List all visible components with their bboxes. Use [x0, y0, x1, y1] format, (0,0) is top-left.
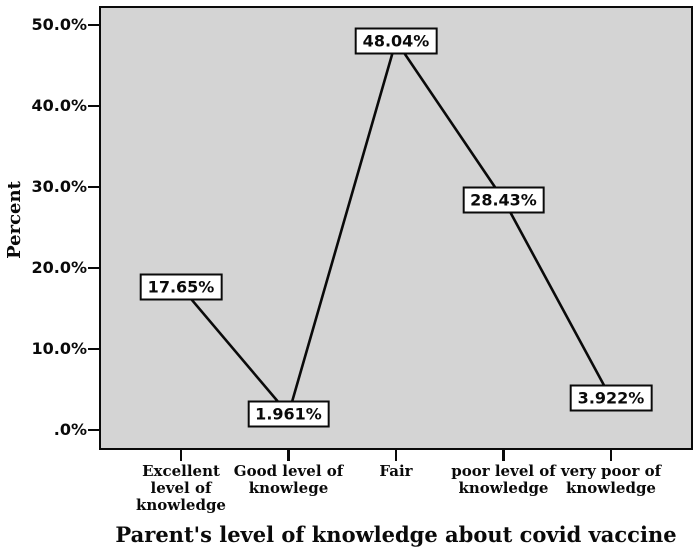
x-category-label: Excellent level of knowledge — [136, 462, 226, 514]
data-point-label: 48.04% — [354, 27, 438, 55]
y-tick-label: 20.0% — [31, 258, 87, 277]
y-tick-label: .0% — [53, 420, 87, 439]
x-axis-title: Parent's level of knowledge about covid … — [115, 522, 677, 547]
y-tick-mark — [88, 23, 100, 27]
plot-area — [99, 6, 693, 450]
x-tick-mark — [394, 450, 398, 461]
data-point-label: 1.961% — [247, 400, 330, 428]
y-tick-label: 40.0% — [31, 96, 87, 115]
x-tick-mark — [179, 450, 183, 461]
y-tick-label: 50.0% — [31, 15, 87, 34]
x-category-label: poor level of knowledge — [451, 462, 556, 497]
x-tick-mark — [502, 450, 505, 461]
data-point-label: 28.43% — [462, 186, 545, 214]
y-tick-mark — [88, 428, 100, 432]
y-tick-mark — [88, 104, 100, 108]
y-tick-mark — [88, 347, 100, 351]
y-tick-mark — [88, 185, 100, 189]
y-tick-mark — [88, 266, 100, 270]
x-category-label: Good level of knowlege — [233, 462, 344, 497]
x-category-label: Fair — [379, 462, 413, 480]
x-tick-mark — [609, 450, 613, 461]
y-tick-label: 10.0% — [31, 339, 87, 358]
x-tick-mark — [287, 450, 290, 461]
y-tick-label: 30.0% — [31, 177, 87, 196]
data-point-label: 17.65% — [139, 273, 223, 301]
data-point-label: 3.922% — [569, 384, 653, 412]
x-category-label: very poor of knowledge — [560, 462, 662, 497]
